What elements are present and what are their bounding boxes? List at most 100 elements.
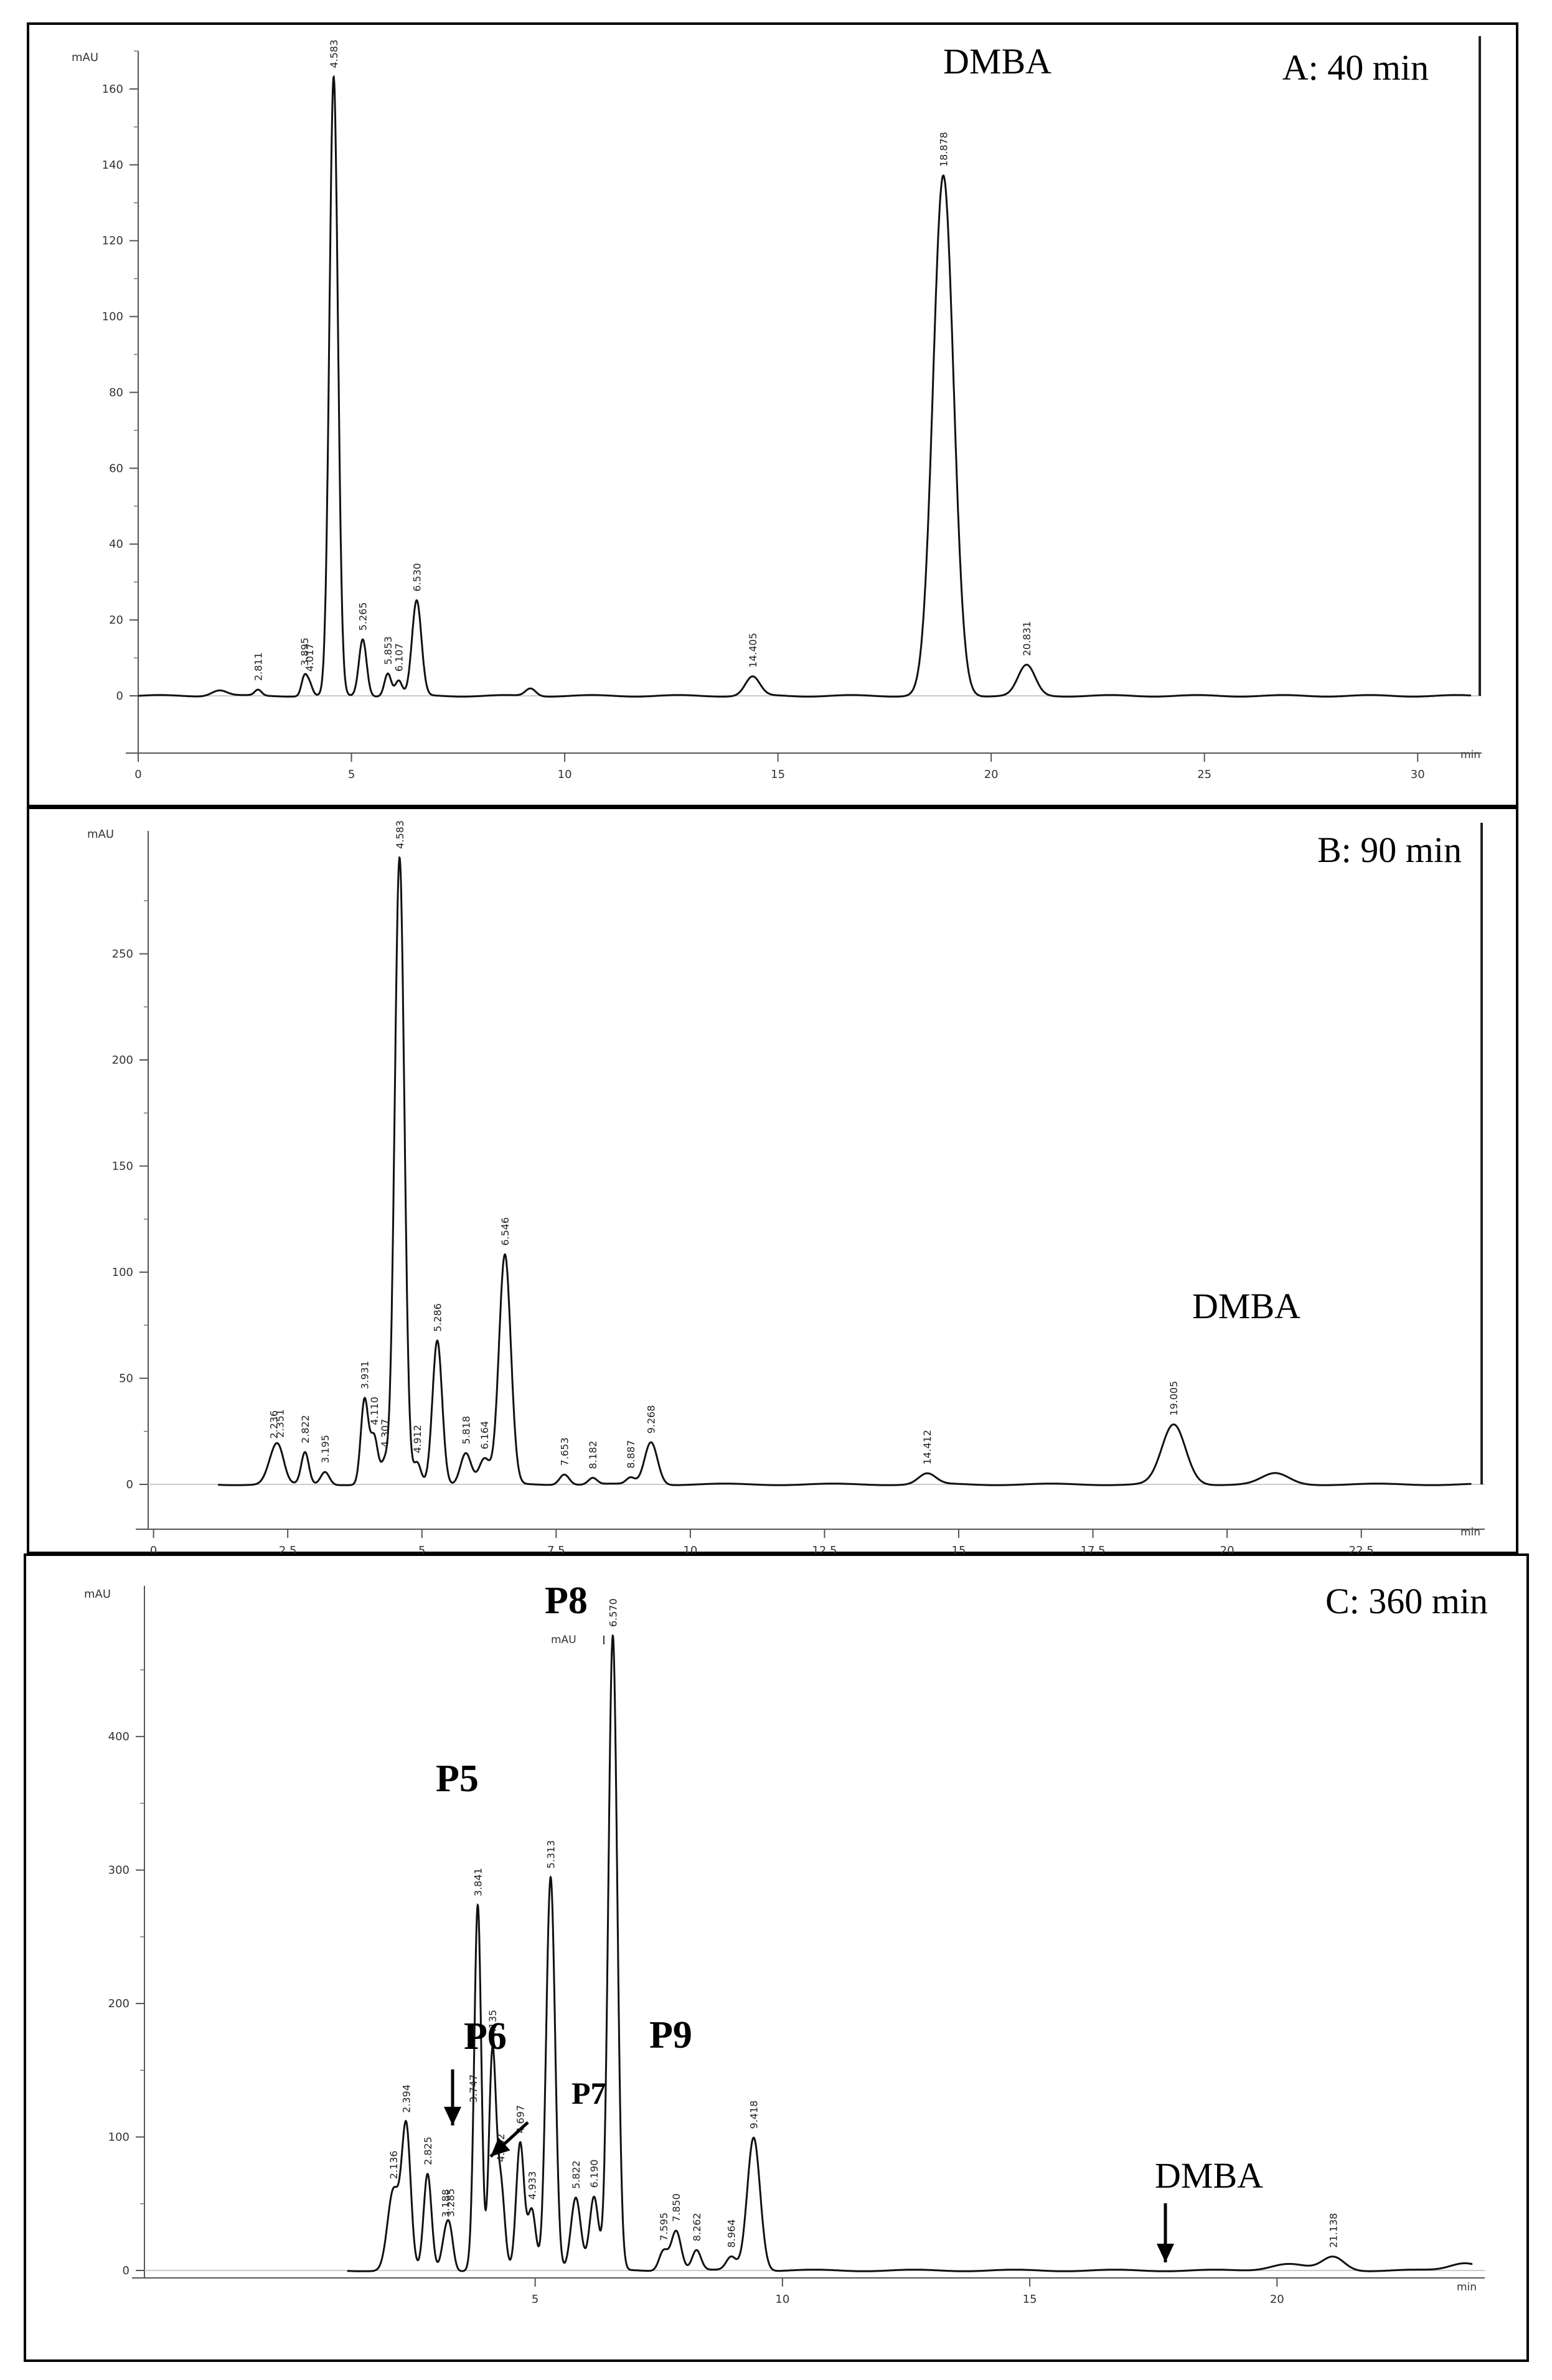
y-tick-label: 400 xyxy=(108,1730,129,1743)
y-tick-label: 50 xyxy=(119,1372,133,1385)
peak-rt-label: 3.895 xyxy=(299,637,311,666)
peak-rt-label: 3.747 xyxy=(468,2074,479,2103)
peak-rt-label: 6.107 xyxy=(393,643,405,672)
annotation-arrowhead xyxy=(1157,2244,1174,2262)
peak-rt-label: 4.912 xyxy=(412,1425,423,1453)
x-tick-label: 5 xyxy=(418,1544,425,1557)
x-tick-label: 5 xyxy=(348,768,355,781)
y-tick-label: 100 xyxy=(108,2131,129,2144)
x-tick-label: 0 xyxy=(134,768,141,781)
peak-rt-label: 2.811 xyxy=(253,652,265,681)
y-unit-label: mAU xyxy=(72,51,98,64)
peak-rt-label: 2.825 xyxy=(422,2137,434,2165)
peak-annotation: DMBA xyxy=(1155,2155,1263,2196)
x-tick-label: 0 xyxy=(150,1544,157,1557)
peak-rt-label: 8.182 xyxy=(587,1441,599,1469)
chromatogram-trace xyxy=(218,856,1472,1486)
x-tick-label: 20 xyxy=(984,768,999,781)
peak-annotation: P5 xyxy=(436,1758,479,1800)
peak-rt-label: 4.933 xyxy=(526,2171,538,2200)
y-tick-label: 160 xyxy=(102,83,123,96)
peak-rt-label: 3.188 xyxy=(440,2189,452,2218)
peak-annotation: DMBA xyxy=(943,41,1051,82)
peak-rt-label: 2.136 xyxy=(388,2150,400,2179)
peak-rt-label: 8.262 xyxy=(691,2213,703,2241)
x-tick-label: 15 xyxy=(771,768,785,781)
panel-title: B: 90 min xyxy=(1317,830,1462,870)
y-tick-label: 200 xyxy=(112,1054,133,1067)
x-tick-label: 30 xyxy=(1411,768,1425,781)
peak-rt-label: 21.138 xyxy=(1328,2213,1340,2248)
x-tick-label: 10 xyxy=(558,768,572,781)
peak-rt-label: 5.822 xyxy=(570,2160,582,2189)
y-tick-label: 40 xyxy=(109,538,123,551)
peak-rt-label: 14.405 xyxy=(747,633,759,668)
peak-rt-label: 18.878 xyxy=(938,132,949,167)
y-tick-label: 0 xyxy=(126,1478,133,1491)
chromatogram-panel-a: 0 20 40 60 80 100 120 140 160 0 5 10 15 20 25 30 mAU min 2… xyxy=(27,22,1518,807)
peak-annotation: P7 xyxy=(571,2076,606,2111)
y-tick-label: 140 xyxy=(102,159,123,172)
peak-rt-label: 7.850 xyxy=(670,2193,682,2222)
peak-rt-label: 14.412 xyxy=(921,1430,933,1464)
stray-unit-label: mAU xyxy=(551,1634,576,1646)
peak-rt-label: 7.595 xyxy=(658,2213,670,2241)
panel-frame xyxy=(27,22,1518,807)
peak-rt-label: 4.135 xyxy=(487,2010,499,2038)
annotation-arrowhead xyxy=(444,2107,461,2125)
y-tick-label: 150 xyxy=(112,1160,133,1173)
peak-rt-label: 5.265 xyxy=(357,602,369,630)
peak-rt-label: 20.831 xyxy=(1021,621,1033,656)
y-tick-label: 250 xyxy=(112,948,133,961)
x-unit-label: min xyxy=(1460,749,1480,761)
panel-frame xyxy=(24,1553,1529,2362)
peak-rt-label: 6.164 xyxy=(479,1421,491,1450)
peak-rt-label: 6.546 xyxy=(499,1217,511,1246)
peak-rt-label: 4.583 xyxy=(328,40,340,68)
y-tick-label: 300 xyxy=(108,1864,129,1877)
peak-rt-label: 6.570 xyxy=(607,1598,619,1627)
peak-rt-label: 3.841 xyxy=(473,1868,484,1896)
panel-title: C: 360 min xyxy=(1325,1581,1488,1621)
y-tick-label: 200 xyxy=(108,1997,129,2010)
peak-rt-label: 6.190 xyxy=(588,2160,600,2188)
annotation-arrowhead xyxy=(491,2137,510,2157)
chromatogram-trace xyxy=(138,75,1471,698)
peak-rt-label: 5.313 xyxy=(545,1840,557,1868)
peak-rt-label: 2.822 xyxy=(299,1415,311,1443)
chromatogram-panel-c: 0 100 200 300 400 5 10 15 20 mAU min 2.136 2.394 2.82… xyxy=(24,1553,1529,2362)
peak-rt-label: 4.307 xyxy=(379,1419,391,1448)
peak-rt-label: 4.017 xyxy=(304,643,316,672)
y-tick-label: 120 xyxy=(102,235,123,248)
y-unit-label: mAU xyxy=(87,828,114,841)
panel-title: A: 40 min xyxy=(1282,47,1429,88)
peak-annotation: P6 xyxy=(464,2015,507,2058)
peak-rt-label: 19.005 xyxy=(1168,1381,1180,1416)
x-tick-label: 5 xyxy=(532,2293,538,2306)
y-tick-label: 0 xyxy=(123,2264,129,2277)
y-unit-label: mAU xyxy=(84,1588,111,1601)
peak-rt-label: 4.110 xyxy=(369,1397,380,1425)
y-tick-label: 60 xyxy=(109,462,123,475)
x-tick-label: 20 xyxy=(1270,2293,1284,2306)
peak-rt-label: 5.818 xyxy=(460,1416,472,1445)
annotation-arrows xyxy=(444,2069,1174,2262)
y-tick-label: 80 xyxy=(109,386,123,399)
peak-rt-label: 9.268 xyxy=(646,1405,657,1434)
y-tick-label: 0 xyxy=(116,690,123,703)
peak-rt-label: 6.530 xyxy=(411,563,423,592)
peak-rt-label: 8.887 xyxy=(625,1440,637,1469)
panel-frame xyxy=(27,807,1518,1554)
peak-rt-label: 4.583 xyxy=(394,820,406,849)
peak-annotation: DMBA xyxy=(1192,1286,1300,1326)
peak-rt-label: 9.418 xyxy=(748,2101,760,2129)
peak-rt-label: 7.653 xyxy=(558,1437,570,1466)
peak-rt-label: 5.853 xyxy=(382,636,394,665)
x-tick-label: 25 xyxy=(1197,768,1211,781)
peak-rt-label: 2.351 xyxy=(274,1409,286,1438)
peak-rt-label: 2.394 xyxy=(401,2084,413,2113)
peak-annotation: P9 xyxy=(649,2014,692,2056)
y-tick-label: 100 xyxy=(102,311,123,324)
y-tick-label: 20 xyxy=(109,614,123,627)
